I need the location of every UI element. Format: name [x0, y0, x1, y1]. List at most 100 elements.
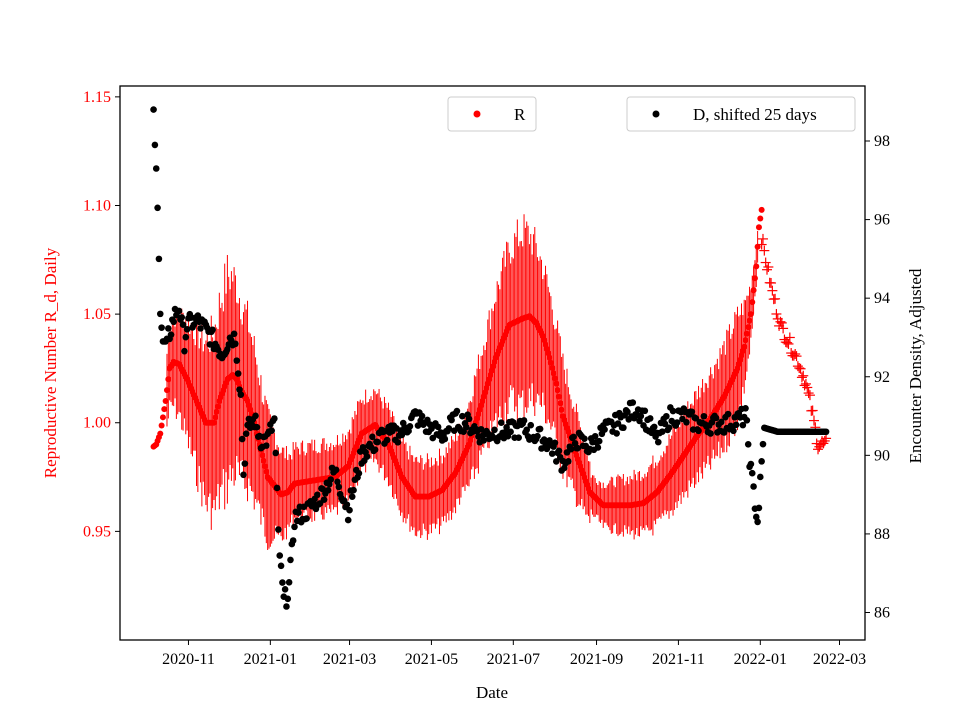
d-point — [620, 424, 627, 432]
y-axis-right: 86 88 90 92 94 96 98 — [865, 133, 890, 621]
r-point — [260, 457, 267, 464]
plot-frame — [119, 85, 866, 641]
d-point — [567, 445, 575, 453]
r-point — [263, 468, 270, 475]
r-point — [751, 275, 758, 282]
d-point — [822, 428, 830, 436]
d-point — [724, 410, 732, 418]
r-point — [261, 463, 268, 470]
r-point — [747, 311, 754, 318]
d-point — [383, 436, 391, 444]
d-point — [332, 466, 340, 474]
d-point — [152, 165, 160, 172]
d-point — [441, 435, 449, 443]
d-point — [234, 370, 242, 377]
r-point — [554, 387, 561, 394]
d-point — [271, 415, 278, 422]
d-point — [275, 526, 282, 533]
d-point — [507, 428, 514, 436]
d-point — [641, 407, 649, 415]
r-point — [161, 406, 168, 413]
x-tick-label: 2021-07 — [487, 651, 540, 668]
d-point — [732, 421, 740, 429]
r-point — [551, 375, 558, 382]
d-point — [350, 486, 357, 494]
d-point — [497, 419, 505, 427]
d-point — [167, 331, 175, 338]
d-point — [181, 347, 188, 355]
x-tick-label: 2021-03 — [323, 651, 376, 668]
d-point — [629, 399, 637, 406]
d-point — [665, 424, 673, 431]
d-point — [236, 386, 243, 393]
d-point — [320, 496, 328, 503]
d-point — [650, 423, 658, 431]
d-point — [343, 501, 351, 508]
x-tick-label: 2021-01 — [244, 651, 297, 668]
d-point — [175, 307, 183, 315]
d-point — [206, 341, 214, 348]
d-point — [287, 556, 294, 564]
legend-r: R — [447, 96, 537, 132]
d-point — [272, 449, 280, 457]
d-point — [743, 417, 751, 424]
d-point — [581, 435, 588, 443]
d-point — [276, 552, 284, 559]
d-point — [742, 404, 749, 412]
r-point — [741, 343, 748, 350]
d-point — [744, 440, 752, 448]
d-point — [683, 419, 690, 426]
d-point — [233, 357, 241, 364]
d-point — [170, 318, 177, 326]
r-point — [742, 337, 749, 344]
r-point — [745, 324, 752, 331]
d-point — [659, 428, 666, 435]
y-left-tick-label: 1.10 — [83, 197, 111, 214]
r-point — [549, 364, 556, 371]
y-right-tick-label: 98 — [874, 133, 890, 150]
plot-area — [150, 106, 832, 610]
d-point — [194, 312, 202, 319]
d-point — [491, 426, 498, 434]
y-right-tick-label: 92 — [874, 369, 890, 386]
d-point — [241, 460, 249, 467]
d-point — [523, 426, 531, 434]
d-series-layer — [150, 106, 830, 610]
d-point — [574, 444, 582, 452]
r-point — [553, 380, 560, 387]
d-point — [232, 340, 239, 348]
y-axis-right-label: Encounter Density, Adjusted — [906, 268, 925, 463]
y-right-tick-label: 86 — [874, 604, 890, 621]
r-point — [755, 224, 762, 231]
r-point — [754, 243, 761, 250]
d-point — [663, 412, 670, 420]
d-point — [748, 469, 756, 477]
d-point — [515, 434, 522, 441]
r-point — [213, 408, 220, 415]
d-point — [570, 433, 578, 441]
d-point — [263, 442, 270, 449]
d-point — [324, 487, 332, 494]
d-point — [445, 425, 453, 432]
d-point — [503, 424, 510, 431]
d-point — [283, 603, 290, 610]
d-point — [688, 408, 696, 416]
legend-r-box — [447, 96, 537, 132]
d-point — [463, 423, 470, 431]
y-left-tick-label: 1.15 — [83, 89, 111, 106]
d-point — [314, 491, 321, 499]
d-point — [348, 493, 356, 500]
d-point — [359, 444, 367, 451]
d-point — [303, 515, 310, 522]
d-point — [155, 255, 163, 263]
d-point — [291, 523, 298, 531]
d-point — [594, 444, 602, 451]
d-point — [595, 437, 603, 445]
r-point — [758, 206, 765, 213]
r-series-layer — [150, 206, 832, 509]
y-right-tick-label: 94 — [874, 290, 890, 307]
d-point — [755, 504, 763, 512]
d-point — [253, 423, 261, 431]
r-point — [212, 414, 219, 421]
d-point — [654, 438, 662, 446]
